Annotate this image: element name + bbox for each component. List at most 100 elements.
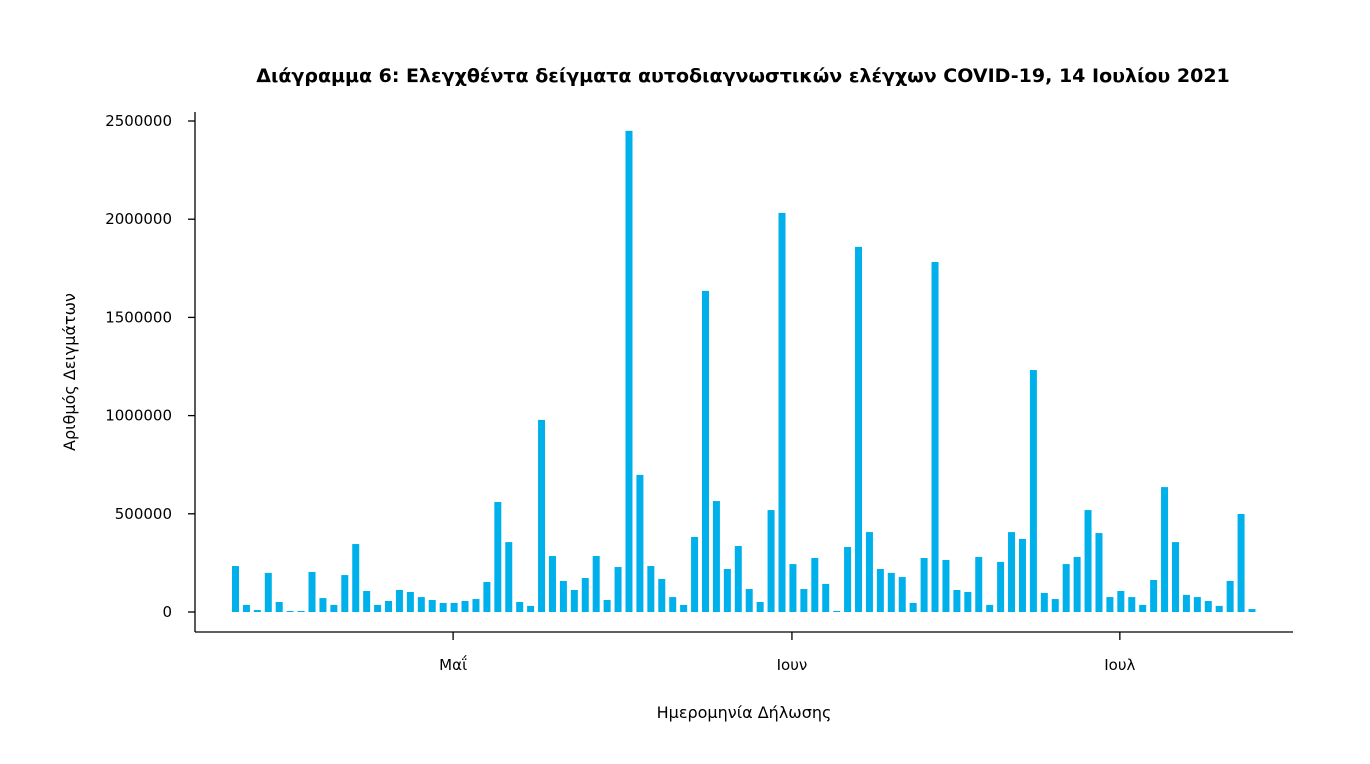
bar [395, 590, 403, 612]
bar [658, 579, 666, 612]
bar [614, 567, 622, 612]
bar [516, 601, 524, 612]
bar [1051, 599, 1059, 612]
bar [844, 546, 852, 612]
bar [406, 591, 414, 612]
bar [1150, 579, 1158, 612]
bar [319, 598, 327, 612]
y-tick-label: 500000 [115, 505, 172, 523]
bar [986, 604, 994, 612]
bar [898, 577, 906, 612]
bar [953, 590, 961, 612]
bar [822, 583, 830, 612]
bar [1073, 557, 1081, 612]
bar [417, 597, 425, 612]
bar [723, 568, 731, 612]
bar [789, 564, 797, 612]
bar [253, 610, 261, 612]
bar [876, 568, 884, 612]
bar [483, 581, 491, 612]
bar [1029, 370, 1037, 612]
bar [647, 566, 655, 612]
bar [461, 601, 469, 612]
bar [374, 604, 382, 612]
y-tick-label: 2500000 [105, 112, 172, 130]
bar [997, 561, 1005, 612]
bar [439, 602, 447, 612]
bar [385, 601, 393, 612]
bar [1215, 605, 1223, 612]
bar [592, 556, 600, 612]
y-ticks: 0 500000 1000000 1500000 2000000 2500000 [105, 112, 195, 621]
x-tick-label: Ιουν [777, 656, 808, 674]
bar [833, 611, 841, 612]
bar [931, 262, 939, 612]
bar [1237, 513, 1245, 612]
y-tick-label: 1500000 [105, 308, 172, 326]
bar [942, 559, 950, 612]
bar [494, 502, 502, 612]
bar [570, 590, 578, 612]
bar [887, 572, 895, 612]
bar [548, 556, 556, 612]
bar [1062, 564, 1070, 612]
x-ticks: Μαΐ Ιουν Ιουλ [439, 632, 1136, 674]
bars [232, 130, 1256, 612]
bar [603, 600, 611, 612]
bar [450, 602, 458, 612]
bar [1182, 594, 1190, 612]
bar [538, 419, 546, 612]
bar [308, 571, 316, 612]
bar [1193, 597, 1201, 612]
bar [1008, 532, 1016, 612]
bar [1095, 533, 1103, 612]
bar [811, 557, 819, 612]
bar [1018, 538, 1026, 612]
bar [778, 212, 786, 612]
bar [745, 589, 753, 612]
bar [636, 474, 644, 612]
bar [920, 557, 928, 612]
bar [756, 601, 764, 612]
bar [1161, 487, 1169, 612]
x-tick-label: Μαΐ [439, 654, 467, 674]
bar [975, 557, 983, 612]
chart-title: Διάγραμμα 6: Ελεγχθέντα δείγματα αυτοδια… [256, 65, 1230, 87]
bar [691, 536, 699, 612]
y-tick-label: 2000000 [105, 210, 172, 228]
y-axis-label: Αριθμός Δειγμάτων [60, 293, 79, 451]
bar [767, 510, 775, 612]
bar [1226, 580, 1234, 612]
bar [428, 600, 436, 612]
bar [1106, 597, 1114, 612]
bar [669, 597, 677, 612]
bar [865, 532, 873, 612]
x-axis-label: Ημερομηνία Δήλωσης [657, 703, 832, 722]
bar [341, 575, 349, 612]
bar [286, 611, 294, 612]
bar [1139, 604, 1147, 612]
bar [275, 601, 283, 612]
bar [712, 501, 720, 612]
bar [909, 602, 917, 612]
y-tick-label: 1000000 [105, 407, 172, 425]
bar [581, 578, 589, 612]
x-tick-label: Ιουλ [1104, 656, 1135, 674]
y-tick-label: 0 [162, 603, 172, 621]
bar [964, 591, 972, 612]
bar [505, 542, 513, 612]
bar [297, 611, 305, 612]
bar [855, 246, 863, 612]
bar [1128, 597, 1136, 612]
bar [1248, 609, 1256, 612]
bar [363, 590, 371, 612]
bar [232, 566, 239, 612]
bar [559, 580, 567, 612]
bar [242, 604, 250, 612]
bar [1040, 592, 1048, 612]
bar [1204, 601, 1212, 612]
bar [527, 605, 535, 612]
bar [625, 130, 633, 612]
bar [352, 544, 360, 612]
